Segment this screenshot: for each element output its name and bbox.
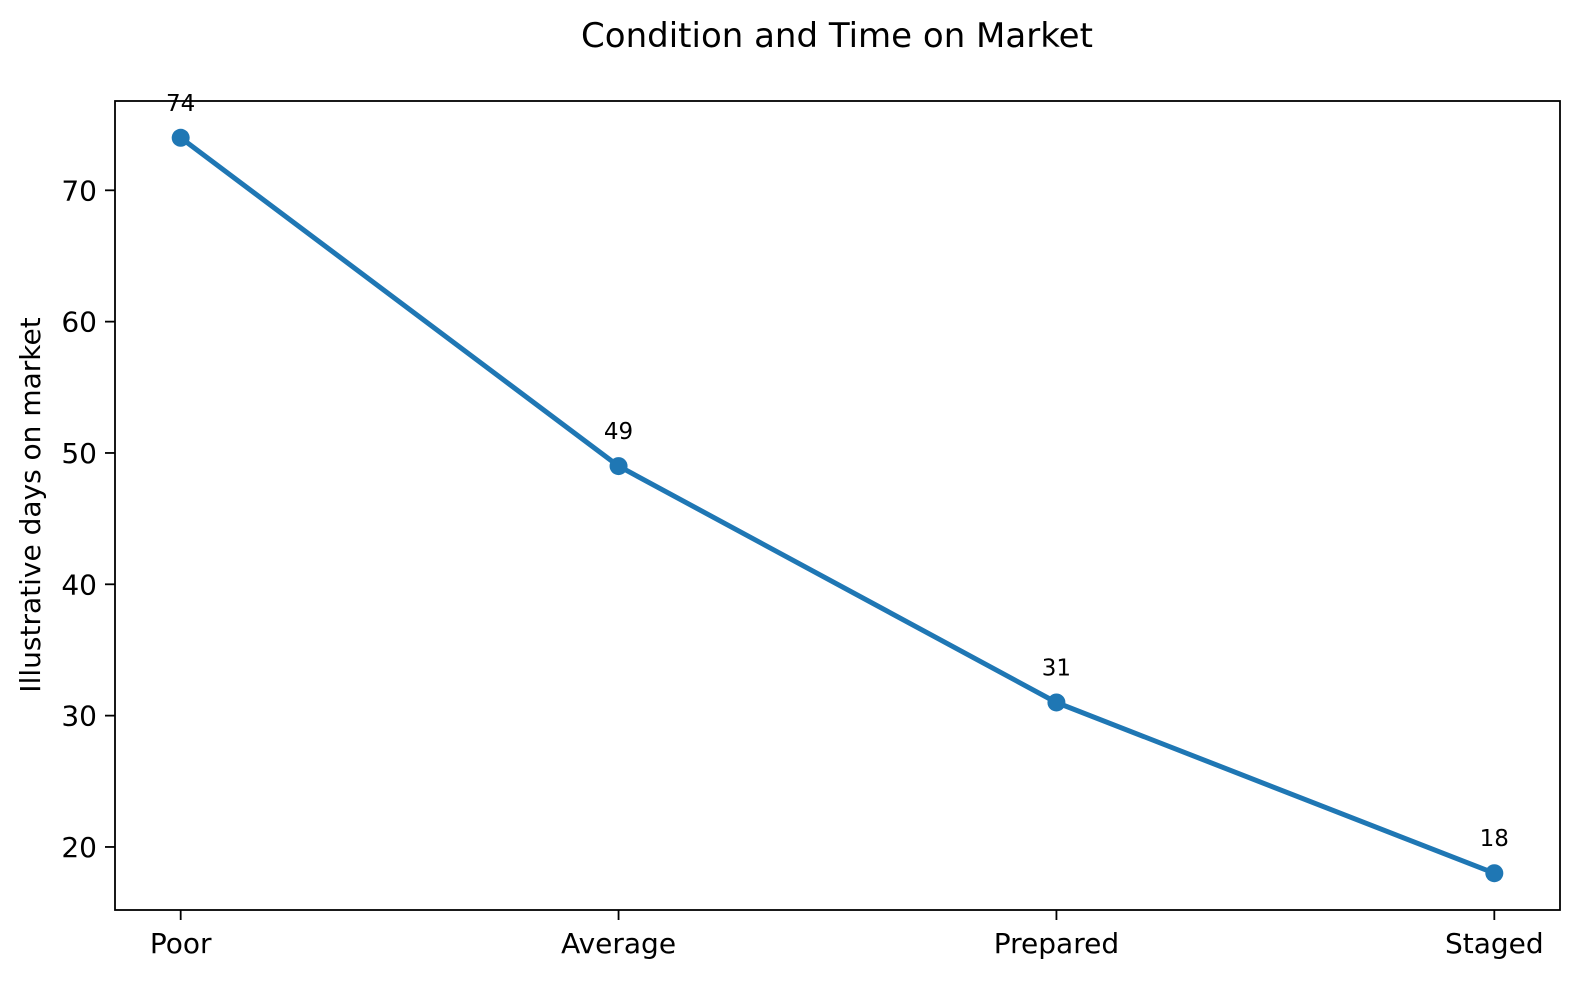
data-point-marker <box>1485 864 1504 883</box>
data-series <box>171 128 1504 883</box>
y-tick-label: 60 <box>61 306 97 339</box>
point-labels: 74 49 31 18 <box>166 91 1509 852</box>
x-tick-label: Average <box>561 927 676 960</box>
y-axis-ticks: 20 30 40 50 60 70 <box>61 174 115 864</box>
x-tick-label: Poor <box>150 927 212 960</box>
y-tick-label: 70 <box>61 174 97 207</box>
data-point-marker <box>1047 693 1066 712</box>
data-point-marker <box>171 128 190 147</box>
point-label: 74 <box>166 91 195 117</box>
y-tick-label: 50 <box>61 437 97 470</box>
x-tick-label: Prepared <box>994 927 1119 960</box>
y-tick-label: 20 <box>61 831 97 864</box>
chart-title: Condition and Time on Market <box>581 16 1093 56</box>
point-label: 31 <box>1042 655 1071 681</box>
series-line <box>178 135 1497 876</box>
axes-frame <box>114 100 1561 911</box>
x-tick-label: Staged <box>1445 927 1544 960</box>
plot-border <box>114 100 1561 911</box>
data-point-marker <box>609 457 628 476</box>
y-axis-label: Illustrative days on market <box>14 317 47 692</box>
point-label: 49 <box>604 419 633 445</box>
point-label: 18 <box>1480 826 1509 852</box>
y-tick-label: 30 <box>61 700 97 733</box>
y-tick-label: 40 <box>61 568 97 601</box>
x-axis-ticks: Poor Average Prepared Staged <box>150 910 1544 960</box>
